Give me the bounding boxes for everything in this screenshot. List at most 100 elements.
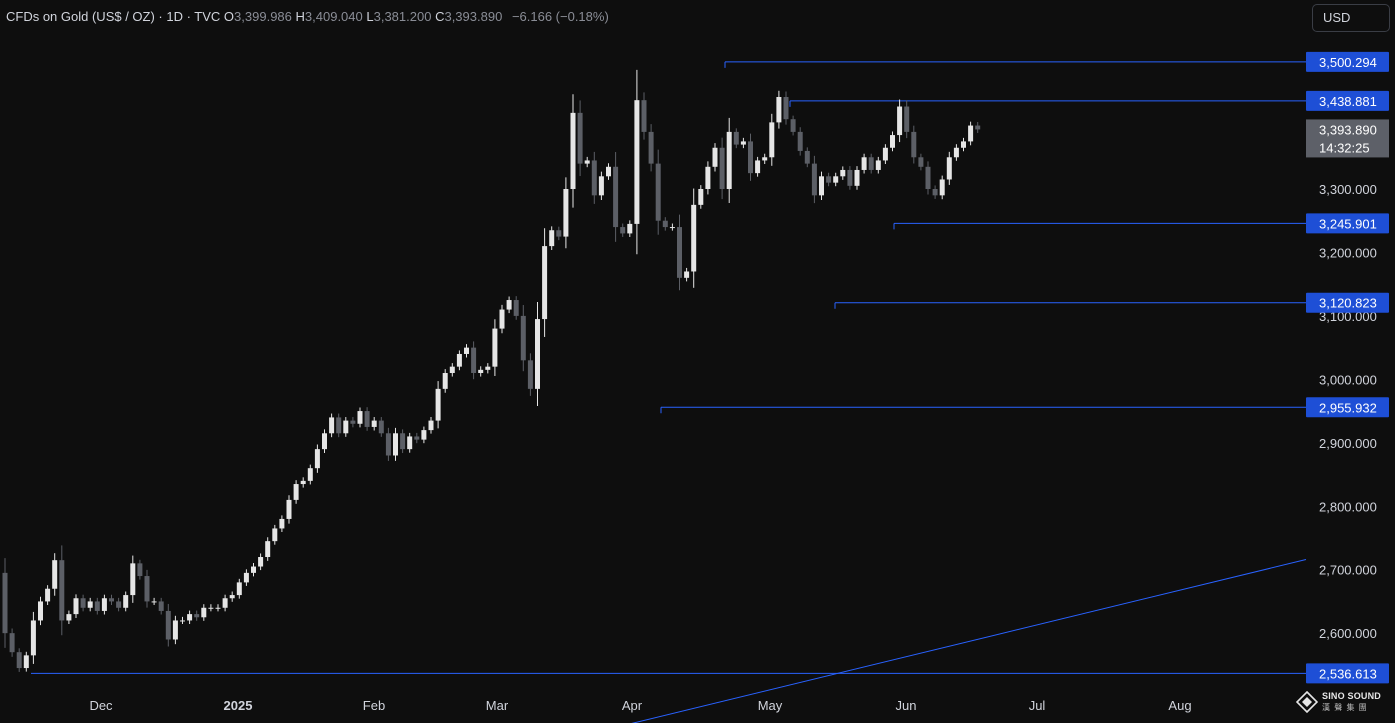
candles-layer <box>2 69 981 672</box>
candle-body <box>236 582 242 596</box>
candle-body <box>172 620 178 640</box>
candle-body <box>875 160 881 170</box>
candle-body <box>840 169 846 177</box>
candle-body <box>222 598 228 608</box>
candle-body <box>776 96 782 123</box>
candle-body <box>698 189 704 205</box>
countdown-label: 14:32:25 <box>1319 140 1370 155</box>
level-label: 3,120.823 <box>1319 296 1377 311</box>
candle-body <box>819 176 824 196</box>
level-label: 3,438.881 <box>1319 94 1377 109</box>
candle-body <box>911 131 917 158</box>
candle-body <box>357 411 363 424</box>
candle-body <box>9 633 15 653</box>
candle-body <box>144 576 150 602</box>
candle-body <box>968 125 974 142</box>
candle-body <box>755 160 761 174</box>
candle-body <box>897 106 903 136</box>
candle-body <box>861 157 867 170</box>
x-tick-label: Jul <box>1029 698 1046 713</box>
candle-body <box>499 309 505 329</box>
candle-body <box>251 566 256 573</box>
candle-body <box>449 366 455 374</box>
legend-low-value: 3,381.200 <box>373 9 432 24</box>
candle-body <box>733 131 739 145</box>
legend-change: −6.166 (−0.18%) <box>511 9 609 24</box>
candle-body <box>442 373 448 389</box>
candle-body <box>513 300 519 316</box>
candle-body <box>87 601 93 608</box>
level-label-bg <box>1306 51 1389 72</box>
legend-high-value: 3,409.040 <box>304 9 363 24</box>
candle-body <box>378 420 384 434</box>
candle-body <box>606 166 611 177</box>
candle-body <box>180 620 185 622</box>
trendline <box>631 559 1307 723</box>
candle-body <box>158 601 164 611</box>
candle-body <box>336 417 342 434</box>
candle-body <box>705 166 711 189</box>
y-tick-label: 2,700.000 <box>1319 563 1377 578</box>
candle-body <box>833 176 839 183</box>
logo-name: SINO SOUND <box>1322 691 1382 701</box>
symbol-legend: CFDs on Gold (US$ / OZ) · 1D · TVC O3,39… <box>6 9 609 24</box>
candle-body <box>790 119 796 132</box>
level-label: 2,955.932 <box>1319 400 1377 415</box>
legend-low-label: L <box>366 9 374 24</box>
candle-body <box>343 420 349 434</box>
candle-body <box>350 420 356 424</box>
candle-body <box>123 595 129 608</box>
candle-body <box>769 122 775 158</box>
candle-body <box>414 436 420 440</box>
y-tick-label: 2,900.000 <box>1319 436 1377 451</box>
candle-body <box>485 366 491 370</box>
candle-body <box>655 163 661 221</box>
candle-body <box>918 157 924 167</box>
candle-body <box>421 430 427 440</box>
candle-body <box>492 328 498 367</box>
level-label: 3,245.901 <box>1319 216 1377 231</box>
candle-body <box>208 607 214 609</box>
candle-body <box>527 360 533 389</box>
candle-body <box>932 189 938 196</box>
candle-body <box>719 147 725 189</box>
candle-body <box>563 189 569 237</box>
candle-body <box>549 230 555 247</box>
candle-body <box>364 411 370 427</box>
candle-body <box>435 388 441 421</box>
last-price-bg <box>1306 119 1389 158</box>
y-tick-label: 2,600.000 <box>1319 626 1377 641</box>
symbol-title: CFDs on Gold (US$ / OZ) · 1D · TVC <box>6 9 221 24</box>
candle-body <box>826 176 832 183</box>
legend-high-label: H <box>295 9 305 24</box>
y-tick-label: 3,200.000 <box>1319 245 1377 260</box>
candle-body <box>598 176 604 196</box>
candle-body <box>371 420 377 427</box>
candle-body <box>726 131 732 189</box>
candle-body <box>187 614 193 621</box>
candle-body <box>712 147 718 167</box>
candle-body <box>946 157 952 180</box>
candle-body <box>329 417 335 434</box>
candle-body <box>740 141 746 145</box>
candle-body <box>16 652 22 669</box>
brand-logo: SINO SOUND 漢 聲 集 團 <box>1296 689 1388 715</box>
candle-body <box>52 560 58 589</box>
candle-body <box>30 620 36 656</box>
candle-body <box>385 433 391 456</box>
last-price-label: 3,393.890 <box>1319 122 1377 137</box>
candle-body <box>634 100 640 224</box>
candle-body <box>286 499 292 519</box>
candle-body <box>2 572 8 634</box>
candle-body <box>691 204 697 272</box>
candle-body <box>45 588 51 602</box>
candle-body <box>73 598 79 615</box>
candle-body <box>662 220 668 228</box>
candle-body <box>961 141 966 148</box>
level-label-bg <box>1306 213 1389 234</box>
logo-subtitle: 漢 聲 集 團 <box>1322 703 1368 712</box>
legend-close-label: C <box>435 9 445 24</box>
candle-body <box>783 96 789 120</box>
currency-button[interactable]: USD <box>1312 4 1390 32</box>
